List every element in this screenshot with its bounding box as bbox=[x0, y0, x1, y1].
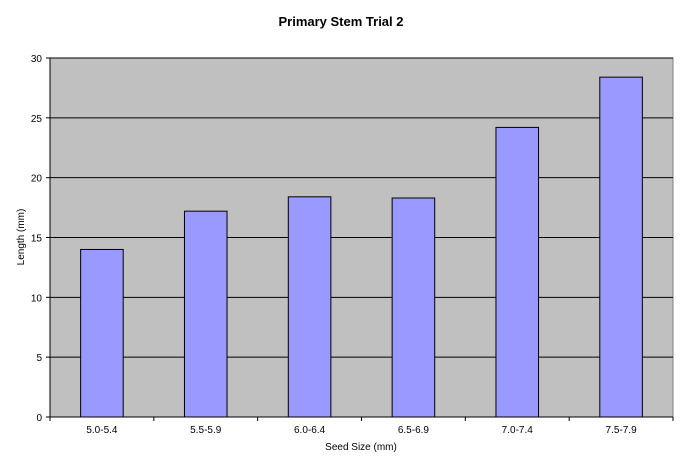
x-tick-label: 6.5-6.9 bbox=[398, 425, 430, 436]
y-tick-label: 30 bbox=[31, 54, 43, 65]
y-tick-label: 20 bbox=[31, 174, 43, 185]
bars bbox=[80, 76, 643, 418]
y-tick-label: 0 bbox=[36, 413, 42, 424]
chart-title: Primary Stem Trial 2 bbox=[278, 14, 403, 29]
y-tick-label: 25 bbox=[31, 114, 43, 125]
bar-5.5-5.9 bbox=[183, 210, 228, 418]
y-tick-labels: 0 5 10 15 20 25 30 bbox=[31, 54, 50, 424]
x-axis-label: Seed Size (mm) bbox=[325, 442, 397, 453]
bar-6.0-6.4 bbox=[287, 196, 332, 418]
x-tick-label: 7.5-7.9 bbox=[606, 425, 638, 436]
y-axis-label: Length (mm) bbox=[16, 209, 27, 266]
x-tick-labels: 5.0-5.4 5.5-5.9 6.0-6.4 6.5-6.9 7.0-7.4 7.5-7… bbox=[49, 417, 674, 436]
y-tick-label: 5 bbox=[36, 353, 42, 364]
bar-6.5-6.9 bbox=[391, 197, 436, 418]
bar-7.0-7.4 bbox=[495, 126, 540, 418]
bar-7.5-7.9 bbox=[599, 76, 643, 418]
gridlines bbox=[50, 57, 673, 358]
y-tick-label: 15 bbox=[31, 234, 43, 245]
x-tick-label: 7.0-7.4 bbox=[502, 425, 534, 436]
x-tick-label: 5.5-5.9 bbox=[190, 425, 222, 436]
x-tick-label: 5.0-5.4 bbox=[86, 425, 118, 436]
x-tick-label: 6.0-6.4 bbox=[294, 425, 326, 436]
y-tick-label: 10 bbox=[31, 293, 43, 304]
bar-5.0-5.4 bbox=[80, 248, 124, 418]
